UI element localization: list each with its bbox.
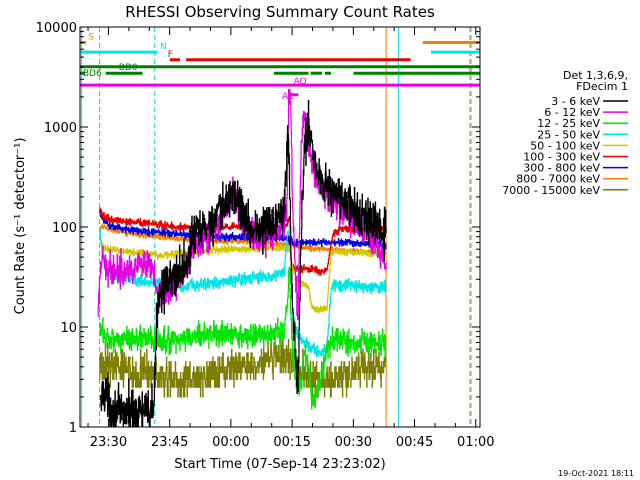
- legend-label-7000-15000-kev: 7000 - 15000 keV: [502, 184, 600, 197]
- x-tick-label-1: 23:45: [151, 435, 188, 450]
- x-tick-label-5: 00:45: [396, 435, 433, 450]
- legend-label-800-7000-kev: 800 - 7000 keV: [516, 173, 600, 186]
- series-25-50-kev: [99, 220, 387, 358]
- flag-label-f: F: [168, 50, 173, 60]
- legend-header-0: Det 1,3,6,9,: [563, 69, 628, 82]
- y-tick-label-4: 10000: [36, 21, 77, 36]
- y-tick-label-3: 1000: [44, 121, 77, 136]
- y-tick-label-0: 1: [69, 421, 77, 436]
- x-tick-label-4: 00:30: [335, 435, 372, 450]
- legend-label-6-12-kev: 6 - 12 keV: [544, 106, 600, 119]
- footer-date: 19-Oct-2021 18:11: [558, 469, 634, 478]
- legend-label-3-6-kev: 3 - 6 keV: [551, 95, 600, 108]
- legend-label-25-50-kev: 25 - 50 keV: [537, 128, 600, 141]
- flag-label-a1: A1: [282, 92, 294, 102]
- flag-label-bd6: BD6: [83, 69, 102, 79]
- flag-label-n: N: [160, 42, 167, 52]
- legend-label-50-100-kev: 50 - 100 keV: [530, 139, 600, 152]
- y-tick-label-2: 100: [52, 221, 77, 236]
- series-7000-15000-kev: [99, 333, 387, 398]
- x-tick-label-2: 00:00: [212, 435, 249, 450]
- plot-series: [97, 88, 387, 428]
- y-tick-label-1: 10: [60, 321, 77, 336]
- legend-label-12-25-kev: 12 - 25 keV: [537, 117, 600, 130]
- flag-label-bd0: BD0: [119, 63, 138, 73]
- series-3-6-kev: [100, 100, 387, 428]
- series-12-25-kev: [99, 267, 387, 410]
- y-axis-label: Count Rate (s⁻¹ detector⁻¹): [13, 138, 28, 315]
- flag-bars: S NF BD0 BD6 AQ A1: [80, 32, 480, 102]
- x-axis-label: Start Time (07-Sep-14 23:23:02): [174, 457, 385, 472]
- legend-label-100-300-kev: 100 - 300 keV: [523, 151, 600, 164]
- legend-header-1: FDecim 1: [576, 80, 628, 93]
- x-tick-label-6: 01:00: [457, 435, 494, 450]
- series-300-800-kev: [99, 208, 387, 250]
- flag-label-aq: AQ: [293, 77, 306, 87]
- x-tick-label-0: 23:30: [90, 435, 127, 450]
- x-tick-label-3: 00:15: [273, 435, 310, 450]
- chart-title: RHESSI Observing Summary Count Rates: [125, 3, 435, 21]
- axes: 1 10 100 1000 10000 23:30 23:45 00:00 00:15 00:30…: [36, 21, 495, 450]
- flag-label-s: S: [88, 32, 94, 42]
- legend-label-300-800-kev: 300 - 800 keV: [523, 162, 600, 175]
